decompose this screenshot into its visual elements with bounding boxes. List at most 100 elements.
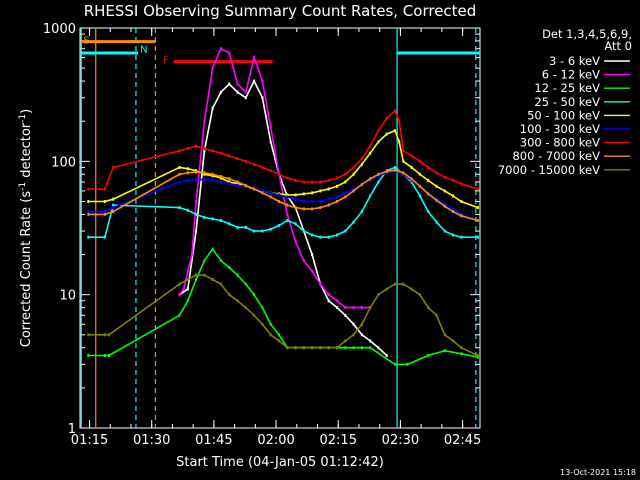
data-point xyxy=(327,293,330,297)
data-point xyxy=(108,353,111,357)
data-point xyxy=(103,333,106,337)
data-point xyxy=(261,165,264,169)
data-point xyxy=(335,199,338,203)
data-point xyxy=(286,176,289,180)
data-point xyxy=(182,287,185,291)
data-point xyxy=(294,222,297,226)
data-point xyxy=(352,306,355,310)
data-point xyxy=(327,346,330,350)
x-tick-label-1: 01:30 xyxy=(133,433,170,448)
data-point xyxy=(236,157,239,161)
data-point xyxy=(203,171,206,175)
data-point xyxy=(443,189,446,193)
data-point xyxy=(244,306,247,310)
data-point xyxy=(443,229,446,233)
data-point xyxy=(311,191,314,195)
data-point xyxy=(112,206,115,210)
data-point xyxy=(261,189,264,193)
data-point xyxy=(244,183,247,187)
data-point xyxy=(253,313,256,317)
legend-header-1: Det 1,3,4,5,6,9, xyxy=(542,27,632,41)
data-point xyxy=(219,259,222,263)
data-point xyxy=(186,277,189,281)
data-point xyxy=(394,362,397,366)
data-point xyxy=(219,174,222,178)
data-point xyxy=(398,140,401,144)
series-line-1 xyxy=(178,47,371,309)
data-point xyxy=(203,146,206,150)
data-point xyxy=(352,165,355,169)
data-point xyxy=(360,322,363,326)
data-point xyxy=(244,159,247,163)
data-point xyxy=(261,79,264,83)
data-point xyxy=(286,193,289,197)
data-point xyxy=(394,129,397,133)
x-axis: 01:15 01:30 01:45 02:00 02:15 02:30 02:45 xyxy=(71,28,481,448)
data-point xyxy=(327,187,330,191)
data-point xyxy=(460,199,463,203)
data-point xyxy=(103,199,106,203)
legend-label-3: 25 - 50 keV xyxy=(534,95,600,109)
data-point xyxy=(186,146,189,150)
data-point xyxy=(294,197,297,201)
series-line-6 xyxy=(88,109,479,190)
data-point xyxy=(344,191,347,195)
data-point xyxy=(377,129,380,133)
data-point xyxy=(219,151,222,155)
data-point xyxy=(352,346,355,350)
data-point xyxy=(443,349,446,353)
data-point xyxy=(277,172,280,176)
data-point xyxy=(319,235,322,239)
data-point xyxy=(344,306,347,310)
data-point xyxy=(319,282,322,286)
data-point xyxy=(369,151,372,155)
data-point xyxy=(344,180,347,184)
legend-label-6: 300 - 800 keV xyxy=(520,136,600,150)
data-point xyxy=(228,82,231,86)
data-point xyxy=(195,144,198,148)
data-point xyxy=(335,176,338,180)
data-point xyxy=(394,168,397,172)
data-point xyxy=(369,144,372,148)
data-point xyxy=(203,178,206,182)
data-point xyxy=(178,282,181,286)
data-point xyxy=(103,235,106,239)
data-point xyxy=(311,207,314,211)
legend-header-2: Att 0 xyxy=(604,39,632,53)
data-point xyxy=(103,353,106,357)
data-point xyxy=(302,229,305,233)
data-point xyxy=(277,339,280,343)
data-point xyxy=(236,299,239,303)
y-axis: 1 10 100 1000 xyxy=(43,22,480,437)
data-point xyxy=(302,180,305,184)
y-axis-label-part-1: Corrected Count Rate (s xyxy=(19,191,34,348)
footer-date: 13-Oct-2021 15:18 xyxy=(560,468,636,477)
data-point xyxy=(369,194,372,198)
data-point xyxy=(427,178,430,182)
data-point xyxy=(228,293,231,297)
data-point xyxy=(286,212,289,216)
data-point xyxy=(87,235,90,239)
y-tick-label-0: 1 xyxy=(68,422,76,437)
data-point xyxy=(195,170,198,174)
data-point xyxy=(203,119,206,123)
data-point xyxy=(427,210,430,214)
data-point xyxy=(344,229,347,233)
data-point xyxy=(228,222,231,226)
data-point xyxy=(211,217,214,221)
x-tick-label-0: 01:15 xyxy=(71,433,108,448)
data-point xyxy=(369,306,372,310)
data-point xyxy=(302,346,305,350)
data-point xyxy=(360,346,363,350)
data-point xyxy=(219,47,222,51)
data-point xyxy=(352,322,355,326)
data-point xyxy=(377,172,380,176)
data-point xyxy=(452,178,455,182)
data-point xyxy=(335,195,338,199)
data-point xyxy=(261,96,264,100)
data-point xyxy=(195,273,198,277)
data-point xyxy=(103,210,106,214)
y-tick-label-3: 1000 xyxy=(43,22,76,37)
